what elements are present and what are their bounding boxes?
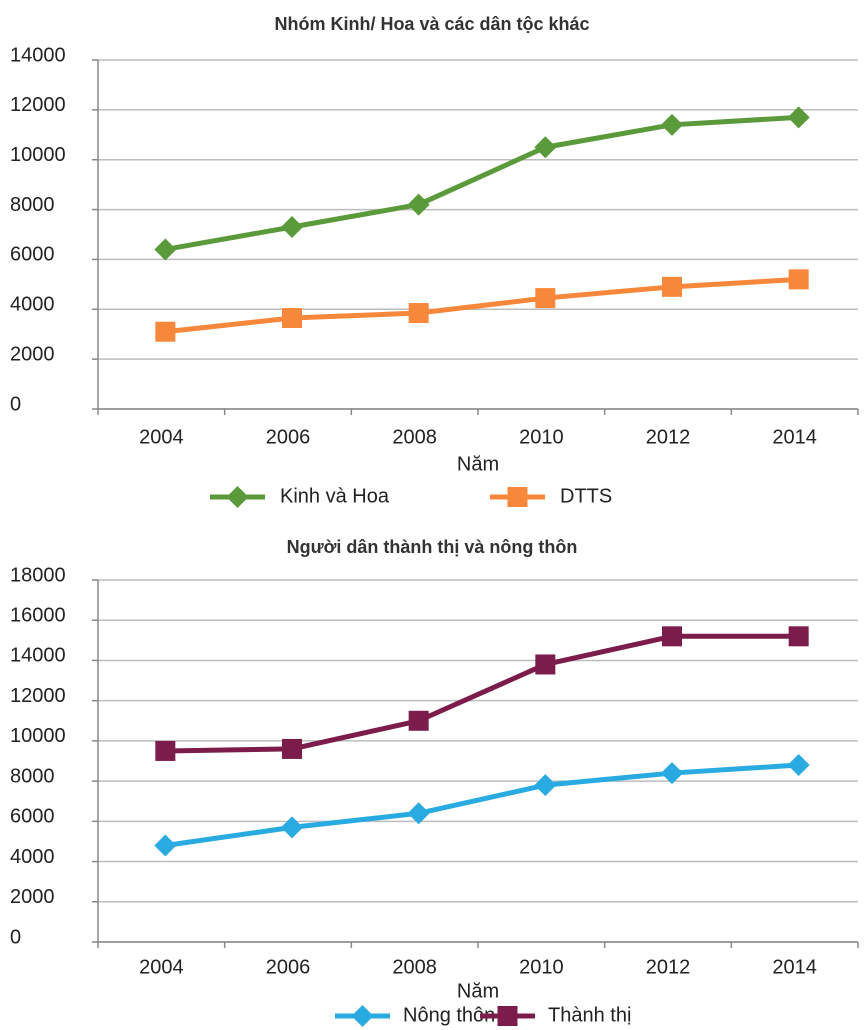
y-tick-label: 2000 <box>10 886 55 908</box>
data-point <box>535 288 556 309</box>
legend-label: Thành thị <box>548 1004 631 1026</box>
data-point <box>787 106 810 129</box>
y-tick-label: 14000 <box>10 645 66 667</box>
legend-label: Kinh và Hoa <box>280 485 390 507</box>
data-point <box>788 269 809 290</box>
y-tick-label: 10000 <box>10 725 66 747</box>
x-tick-label: 2010 <box>519 956 564 978</box>
legend-marker <box>351 1005 374 1027</box>
x-tick-label: 2014 <box>772 956 817 978</box>
data-point <box>662 626 682 647</box>
x-tick-label: 2006 <box>266 426 311 448</box>
y-tick-label: 8000 <box>10 765 55 787</box>
data-point <box>408 710 429 731</box>
data-point <box>407 193 430 216</box>
x-tick-label: 2012 <box>646 956 691 978</box>
data-point <box>281 816 303 839</box>
legend-label: DTTS <box>560 485 612 507</box>
data-point <box>281 216 303 239</box>
data-point <box>662 276 682 297</box>
legend-marker <box>226 486 249 508</box>
data-point <box>282 738 302 759</box>
data-point <box>154 834 177 857</box>
x-tick-label: 2006 <box>266 956 311 978</box>
data-point <box>661 762 683 785</box>
y-tick-label: 12000 <box>10 94 66 116</box>
series-line <box>164 114 799 252</box>
x-tick-label: 2012 <box>646 426 691 448</box>
legend-marker <box>507 487 528 507</box>
chart-title: Nhóm Kinh/ Hoa và các dân tộc khác <box>274 14 589 34</box>
y-tick-label: 8000 <box>10 194 55 216</box>
y-tick-label: 6000 <box>10 244 55 266</box>
y-tick-label: 16000 <box>10 605 66 627</box>
x-tick-label: 2008 <box>392 956 437 978</box>
x-tick-label: 2010 <box>519 426 564 448</box>
chart-title: Người dân thành thị và nông thôn <box>287 537 578 557</box>
x-tick-label: 2008 <box>392 426 437 448</box>
y-tick-label: 10000 <box>10 144 66 166</box>
data-point <box>407 802 430 825</box>
y-tick-label: 14000 <box>10 44 66 66</box>
y-tick-label: 0 <box>10 393 21 415</box>
data-point <box>282 308 302 329</box>
x-tick-label: 2004 <box>139 426 184 448</box>
data-point <box>787 754 810 777</box>
x-tick-label: 2014 <box>772 426 817 448</box>
data-point <box>661 113 683 136</box>
series-line <box>165 276 799 335</box>
y-tick-label: 4000 <box>10 846 55 868</box>
y-tick-label: 6000 <box>10 806 55 828</box>
y-tick-label: 18000 <box>10 564 66 586</box>
data-point <box>535 654 556 675</box>
y-tick-label: 0 <box>10 926 21 948</box>
x-tick-label: 2004 <box>139 956 184 978</box>
x-axis-label: Năm <box>457 980 499 1002</box>
y-tick-label: 12000 <box>10 685 66 707</box>
data-point <box>155 740 176 761</box>
y-tick-label: 2000 <box>10 343 55 365</box>
x-axis-label: Năm <box>457 453 499 475</box>
y-tick-label: 4000 <box>10 294 55 316</box>
series-line <box>164 762 799 848</box>
data-point <box>155 321 176 342</box>
data-point <box>154 238 177 261</box>
data-point <box>408 303 429 324</box>
data-point <box>534 774 557 797</box>
data-point <box>534 136 557 159</box>
series-line <box>165 633 799 754</box>
legend-marker <box>497 1006 518 1026</box>
data-point <box>788 626 809 647</box>
legend-label: Nông thôn <box>403 1004 495 1026</box>
